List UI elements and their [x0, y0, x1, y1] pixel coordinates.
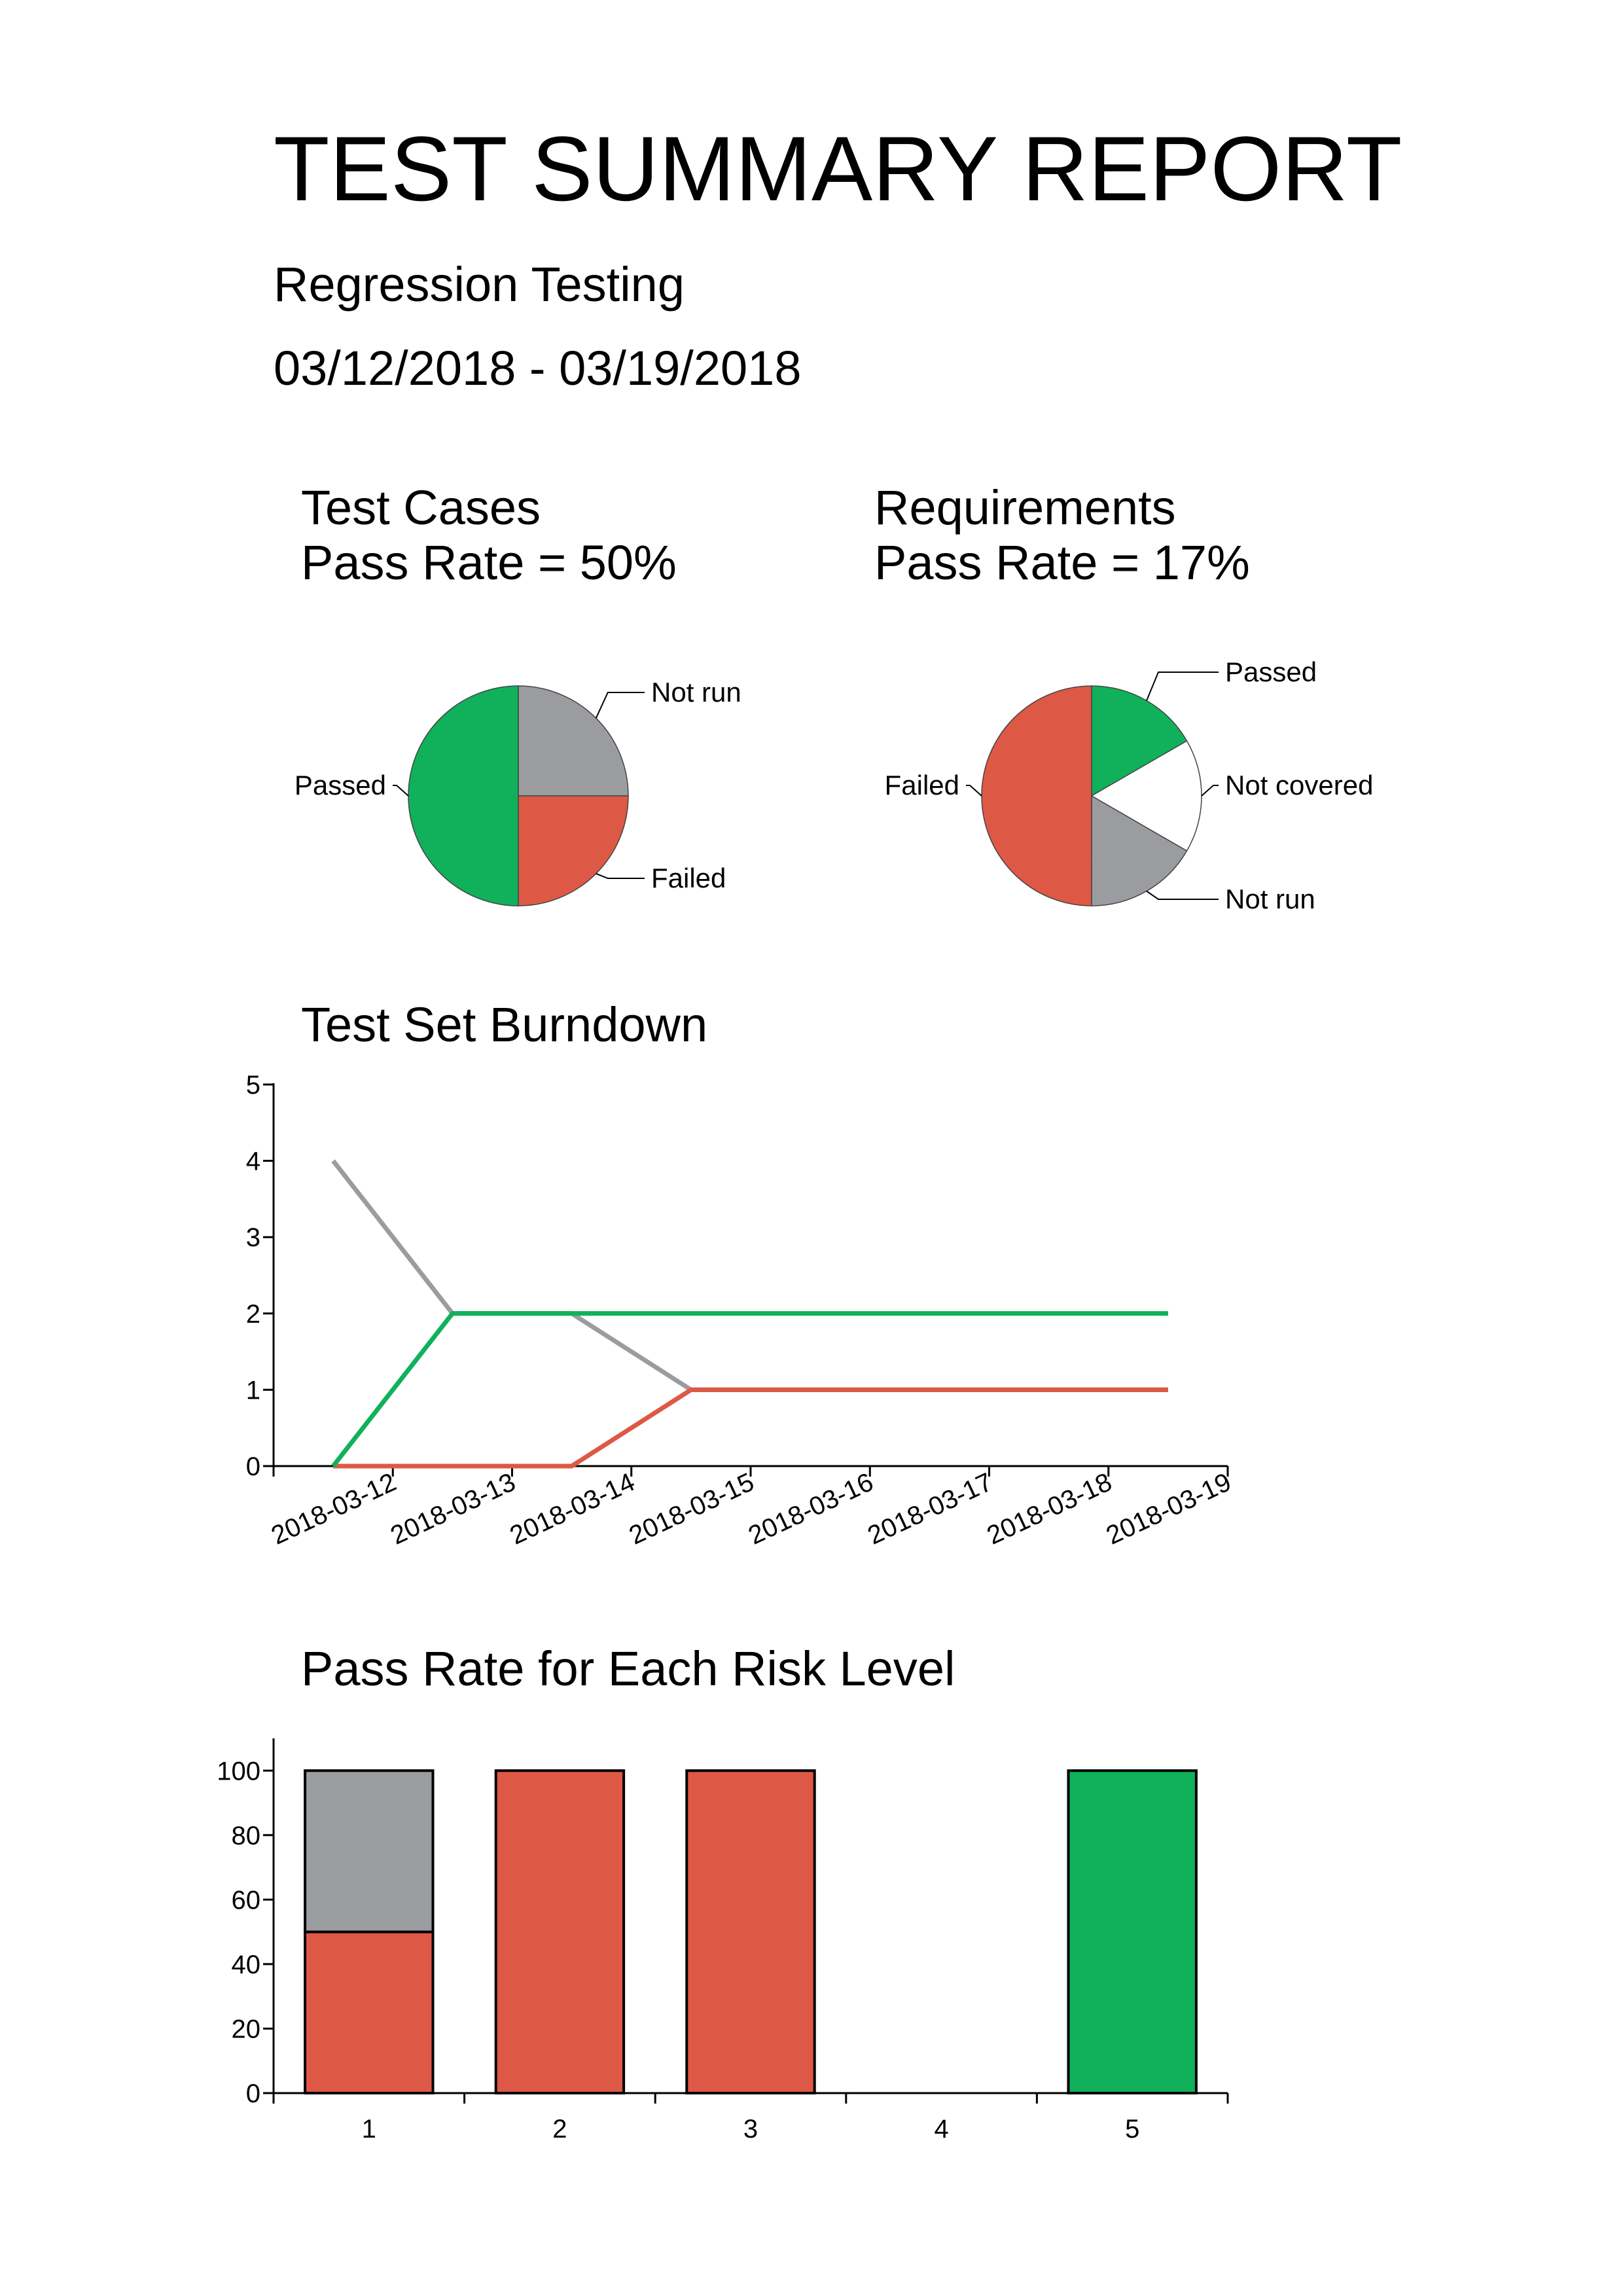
pie-slice-failed	[518, 795, 629, 906]
pie-label-not-run: Not run	[1225, 884, 1315, 914]
y-tick-label: 20	[232, 2015, 261, 2043]
y-tick-label: 100	[217, 1757, 260, 1785]
pie-leader-line	[393, 785, 409, 797]
pie-label-not-run: Not run	[651, 677, 741, 708]
pie-slice-passed	[408, 685, 519, 906]
x-tick-label: 2018-03-16	[744, 1467, 878, 1550]
burndown-series-line-0	[331, 1159, 1168, 1392]
test-cases-chart-heading: Test Cases Pass Rate = 50%	[301, 480, 677, 590]
report-title: TEST SUMMARY REPORT	[274, 117, 1402, 220]
burndown-series-line-2	[331, 1311, 1168, 1468]
pie-slice-failed	[981, 685, 1092, 906]
pie-label-not-covered: Not covered	[1225, 770, 1373, 800]
requirements-pass-rate: Pass Rate = 17%	[874, 535, 1250, 590]
pie-slice-not-run	[1091, 795, 1188, 906]
bar-segment-2	[304, 1769, 435, 1933]
y-tick-label: 80	[232, 1821, 261, 1850]
y-tick-label: 0	[246, 2079, 260, 2108]
pie-leader-line	[1146, 672, 1219, 701]
test-cases-pass-rate: Pass Rate = 50%	[301, 535, 677, 590]
x-tick-label: 2018-03-13	[386, 1467, 520, 1550]
bar-segment-1	[494, 1769, 626, 2095]
x-tick-label: 4	[934, 2115, 948, 2144]
pie-slice-not-covered	[1090, 740, 1202, 852]
requirements-chart-heading: Requirements Pass Rate = 17%	[874, 480, 1250, 590]
y-tick-label: 5	[246, 1071, 260, 1100]
report-date-range: 03/12/2018 - 03/19/2018	[274, 341, 802, 395]
pie-leader-line	[596, 872, 645, 879]
pie-label-passed: Passed	[1225, 656, 1317, 687]
bar-segment-1	[304, 1930, 435, 2095]
report-subtitle: Regression Testing	[274, 257, 685, 312]
risk-bar-chart: 0 20 40 60 80 100 1 2 3 4 5	[217, 1738, 1229, 2144]
y-tick-label: 2	[246, 1300, 260, 1329]
pie-leader-line	[966, 785, 982, 797]
pie-label-passed: Passed	[294, 770, 386, 800]
pie-chart-requirements: Passed Not covered Not run Failed	[885, 656, 1374, 914]
requirements-title: Requirements	[874, 480, 1176, 535]
pie-leader-line	[1201, 785, 1219, 797]
y-tick-label: 1	[246, 1376, 260, 1405]
pie-label-failed: Failed	[651, 863, 726, 893]
pie-leader-line	[595, 692, 645, 719]
y-tick-label: 3	[246, 1223, 260, 1252]
burndown-chart-title: Test Set Burndown	[301, 997, 708, 1052]
risk-chart-title: Pass Rate for Each Risk Level	[301, 1641, 955, 1696]
bar-segment-1	[685, 1769, 816, 2095]
pie-leader-line	[1146, 890, 1219, 900]
x-tick-label: 2	[552, 2115, 567, 2144]
x-tick-label: 2018-03-17	[863, 1467, 997, 1550]
y-tick-label: 40	[232, 1950, 261, 1979]
burndown-chart: 0123452018-03-122018-03-132018-03-142018…	[246, 1071, 1236, 1551]
pie-chart-test-cases: Not run Failed Passed	[294, 677, 741, 906]
x-tick-label: 5	[1125, 2115, 1139, 2144]
pie-label-failed: Failed	[885, 770, 959, 800]
y-tick-label: 60	[232, 1886, 261, 1914]
x-tick-label: 1	[362, 2115, 376, 2144]
x-tick-label: 2018-03-19	[1102, 1467, 1236, 1550]
x-tick-label: 2018-03-12	[267, 1467, 401, 1550]
y-tick-label: 4	[246, 1147, 260, 1176]
pie-slice-not-run	[518, 685, 629, 797]
test-cases-title: Test Cases	[301, 480, 541, 535]
bar-segment-0	[1067, 1769, 1198, 2095]
y-tick-label: 0	[246, 1452, 260, 1481]
x-tick-label: 2018-03-14	[506, 1467, 639, 1550]
x-tick-label: 3	[743, 2115, 758, 2144]
x-tick-label: 2018-03-15	[625, 1467, 758, 1550]
burndown-series-line-1	[333, 1387, 1168, 1469]
pie-slice-passed	[1091, 685, 1188, 797]
x-tick-label: 2018-03-18	[983, 1467, 1116, 1550]
